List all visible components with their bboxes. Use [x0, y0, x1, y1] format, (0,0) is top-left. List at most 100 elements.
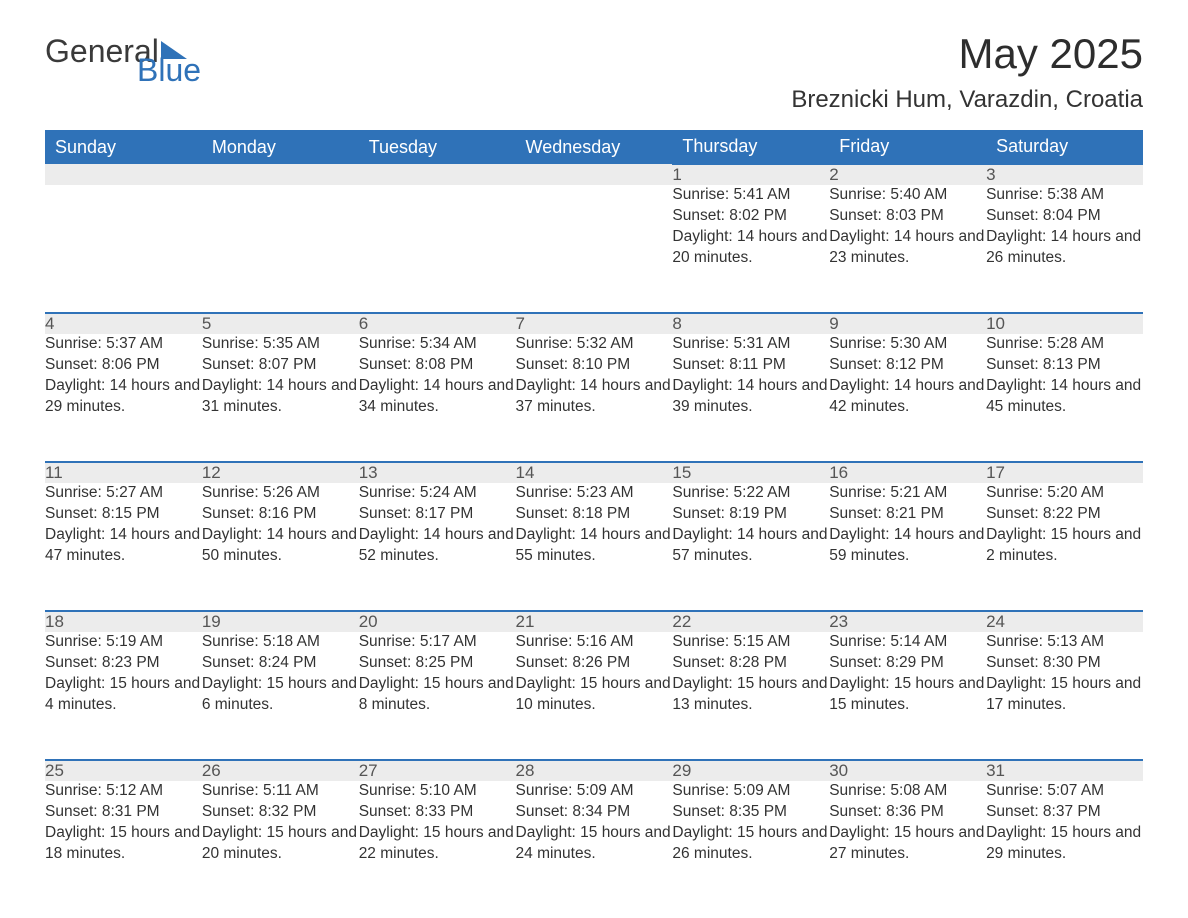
- daylight-line: Daylight: 15 hours and 20 minutes.: [202, 823, 359, 865]
- daylight-line: Daylight: 14 hours and 45 minutes.: [986, 376, 1143, 418]
- day-cell-empty: [516, 185, 673, 313]
- sunrise-line: Sunrise: 5:14 AM: [829, 632, 986, 653]
- sunrise-line: Sunrise: 5:30 AM: [829, 334, 986, 355]
- location-subtitle: Breznicki Hum, Varazdin, Croatia: [791, 86, 1143, 114]
- sunset-line: Sunset: 8:33 PM: [359, 802, 516, 823]
- sunrise-line: Sunrise: 5:26 AM: [202, 483, 359, 504]
- week-daynum-row: 18192021222324: [45, 611, 1143, 632]
- sunrise-line: Sunrise: 5:07 AM: [986, 781, 1143, 802]
- sunrise-line: Sunrise: 5:12 AM: [45, 781, 202, 802]
- sunset-line: Sunset: 8:03 PM: [829, 206, 986, 227]
- day-cell: Sunrise: 5:24 AMSunset: 8:17 PMDaylight:…: [359, 483, 516, 611]
- weekday-header: Friday: [829, 130, 986, 164]
- calendar-body: 123Sunrise: 5:41 AMSunset: 8:02 PMDaylig…: [45, 164, 1143, 909]
- sunset-line: Sunset: 8:24 PM: [202, 653, 359, 674]
- day-cell: Sunrise: 5:07 AMSunset: 8:37 PMDaylight:…: [986, 781, 1143, 909]
- day-cell: Sunrise: 5:27 AMSunset: 8:15 PMDaylight:…: [45, 483, 202, 611]
- sunset-line: Sunset: 8:28 PM: [672, 653, 829, 674]
- brand-part2-wrap: Blue: [137, 52, 201, 89]
- day-number: 15: [672, 462, 829, 483]
- day-number: 3: [986, 164, 1143, 185]
- sunrise-line: Sunrise: 5:22 AM: [672, 483, 829, 504]
- calendar-table: SundayMondayTuesdayWednesdayThursdayFrid…: [45, 130, 1143, 909]
- sunrise-line: Sunrise: 5:40 AM: [829, 185, 986, 206]
- day-number-empty: [516, 164, 673, 185]
- sunset-line: Sunset: 8:02 PM: [672, 206, 829, 227]
- sunset-line: Sunset: 8:13 PM: [986, 355, 1143, 376]
- daylight-line: Daylight: 14 hours and 31 minutes.: [202, 376, 359, 418]
- daylight-line: Daylight: 15 hours and 17 minutes.: [986, 674, 1143, 716]
- day-cell: Sunrise: 5:20 AMSunset: 8:22 PMDaylight:…: [986, 483, 1143, 611]
- weekday-header: Wednesday: [516, 130, 673, 164]
- day-cell: Sunrise: 5:32 AMSunset: 8:10 PMDaylight:…: [516, 334, 673, 462]
- sunrise-line: Sunrise: 5:23 AM: [516, 483, 673, 504]
- day-number: 7: [516, 313, 673, 334]
- day-cell: Sunrise: 5:40 AMSunset: 8:03 PMDaylight:…: [829, 185, 986, 313]
- daylight-line: Daylight: 15 hours and 27 minutes.: [829, 823, 986, 865]
- week-daynum-row: 123: [45, 164, 1143, 185]
- daylight-line: Daylight: 15 hours and 18 minutes.: [45, 823, 202, 865]
- daylight-line: Daylight: 15 hours and 26 minutes.: [672, 823, 829, 865]
- daylight-line: Daylight: 14 hours and 47 minutes.: [45, 525, 202, 567]
- day-number: 18: [45, 611, 202, 632]
- sunset-line: Sunset: 8:17 PM: [359, 504, 516, 525]
- daylight-line: Daylight: 14 hours and 20 minutes.: [672, 227, 829, 269]
- sunrise-line: Sunrise: 5:41 AM: [672, 185, 829, 206]
- day-cell: Sunrise: 5:09 AMSunset: 8:34 PMDaylight:…: [516, 781, 673, 909]
- day-cell: Sunrise: 5:09 AMSunset: 8:35 PMDaylight:…: [672, 781, 829, 909]
- sunset-line: Sunset: 8:18 PM: [516, 504, 673, 525]
- day-number-empty: [359, 164, 516, 185]
- weekday-header-row: SundayMondayTuesdayWednesdayThursdayFrid…: [45, 130, 1143, 164]
- sunrise-line: Sunrise: 5:08 AM: [829, 781, 986, 802]
- daylight-line: Daylight: 14 hours and 42 minutes.: [829, 376, 986, 418]
- brand-part2: Blue: [137, 52, 201, 89]
- week-daynum-row: 25262728293031: [45, 760, 1143, 781]
- day-cell: Sunrise: 5:21 AMSunset: 8:21 PMDaylight:…: [829, 483, 986, 611]
- day-number: 1: [672, 164, 829, 185]
- daylight-line: Daylight: 14 hours and 34 minutes.: [359, 376, 516, 418]
- sunrise-line: Sunrise: 5:28 AM: [986, 334, 1143, 355]
- day-cell: Sunrise: 5:31 AMSunset: 8:11 PMDaylight:…: [672, 334, 829, 462]
- day-cell: Sunrise: 5:28 AMSunset: 8:13 PMDaylight:…: [986, 334, 1143, 462]
- sunset-line: Sunset: 8:16 PM: [202, 504, 359, 525]
- daylight-line: Daylight: 14 hours and 37 minutes.: [516, 376, 673, 418]
- daylight-line: Daylight: 15 hours and 22 minutes.: [359, 823, 516, 865]
- day-number: 13: [359, 462, 516, 483]
- week-data-row: Sunrise: 5:37 AMSunset: 8:06 PMDaylight:…: [45, 334, 1143, 462]
- sunrise-line: Sunrise: 5:16 AM: [516, 632, 673, 653]
- day-number: 10: [986, 313, 1143, 334]
- day-number: 9: [829, 313, 986, 334]
- day-number: 22: [672, 611, 829, 632]
- day-number: 21: [516, 611, 673, 632]
- day-number: 6: [359, 313, 516, 334]
- sunrise-line: Sunrise: 5:09 AM: [672, 781, 829, 802]
- day-cell: Sunrise: 5:08 AMSunset: 8:36 PMDaylight:…: [829, 781, 986, 909]
- weekday-header: Tuesday: [359, 130, 516, 164]
- sunset-line: Sunset: 8:37 PM: [986, 802, 1143, 823]
- daylight-line: Daylight: 15 hours and 10 minutes.: [516, 674, 673, 716]
- day-cell: Sunrise: 5:11 AMSunset: 8:32 PMDaylight:…: [202, 781, 359, 909]
- daylight-line: Daylight: 14 hours and 26 minutes.: [986, 227, 1143, 269]
- day-number: 8: [672, 313, 829, 334]
- daylight-line: Daylight: 14 hours and 59 minutes.: [829, 525, 986, 567]
- sunrise-line: Sunrise: 5:19 AM: [45, 632, 202, 653]
- day-cell: Sunrise: 5:13 AMSunset: 8:30 PMDaylight:…: [986, 632, 1143, 760]
- sunrise-line: Sunrise: 5:35 AM: [202, 334, 359, 355]
- sunset-line: Sunset: 8:07 PM: [202, 355, 359, 376]
- sunrise-line: Sunrise: 5:32 AM: [516, 334, 673, 355]
- day-number: 31: [986, 760, 1143, 781]
- sunset-line: Sunset: 8:29 PM: [829, 653, 986, 674]
- sunset-line: Sunset: 8:10 PM: [516, 355, 673, 376]
- daylight-line: Daylight: 15 hours and 13 minutes.: [672, 674, 829, 716]
- day-cell: Sunrise: 5:14 AMSunset: 8:29 PMDaylight:…: [829, 632, 986, 760]
- day-cell: Sunrise: 5:15 AMSunset: 8:28 PMDaylight:…: [672, 632, 829, 760]
- week-daynum-row: 11121314151617: [45, 462, 1143, 483]
- daylight-line: Daylight: 14 hours and 50 minutes.: [202, 525, 359, 567]
- day-cell: Sunrise: 5:34 AMSunset: 8:08 PMDaylight:…: [359, 334, 516, 462]
- daylight-line: Daylight: 14 hours and 29 minutes.: [45, 376, 202, 418]
- sunrise-line: Sunrise: 5:20 AM: [986, 483, 1143, 504]
- day-cell: Sunrise: 5:16 AMSunset: 8:26 PMDaylight:…: [516, 632, 673, 760]
- sunset-line: Sunset: 8:21 PM: [829, 504, 986, 525]
- week-data-row: Sunrise: 5:27 AMSunset: 8:15 PMDaylight:…: [45, 483, 1143, 611]
- sunset-line: Sunset: 8:35 PM: [672, 802, 829, 823]
